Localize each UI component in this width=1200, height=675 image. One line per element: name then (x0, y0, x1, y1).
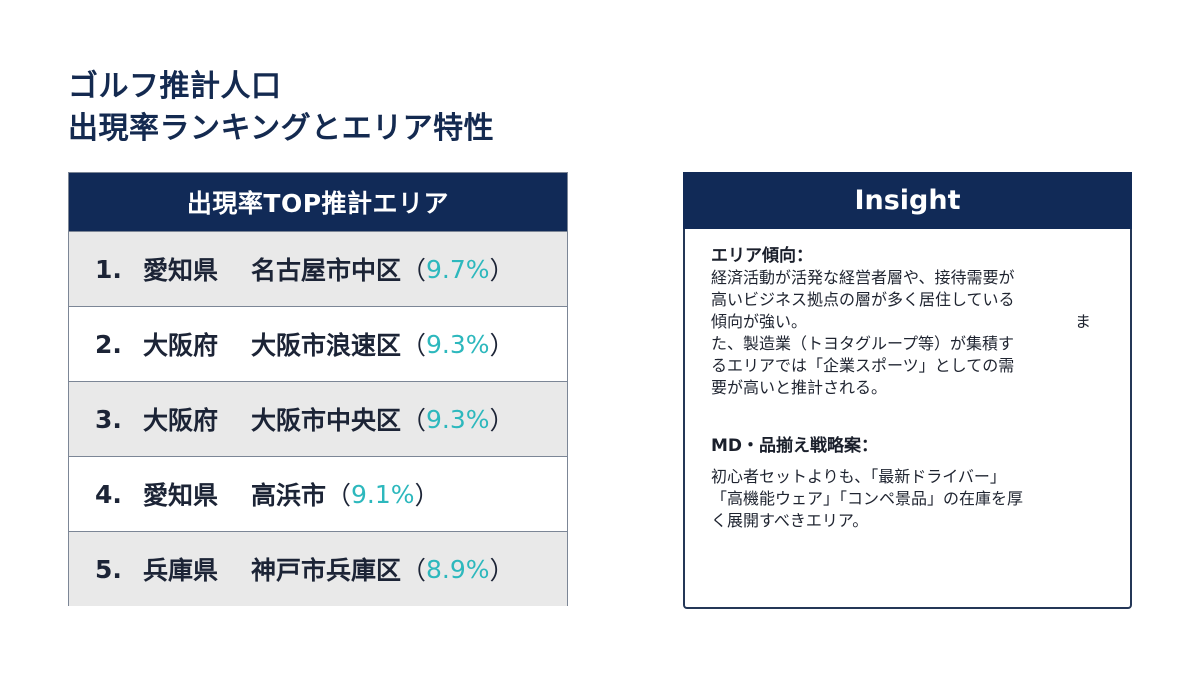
text-line: 経済活動が活発な経営者層や、接待需要が (711, 268, 1015, 287)
city: 大阪市浪速区 (251, 331, 402, 360)
paren-close: ） (489, 256, 515, 285)
rank-number: 3. (95, 404, 122, 434)
text-line: 傾向が強い。 (711, 312, 808, 331)
text-line: た、製造業（トヨタグループ等）が集積す (711, 334, 1015, 353)
md-strategy-text: 初心者セットよりも、「最新ドライバー」 「高機能ウェア」「コンペ景品」の在庫を厚… (711, 466, 1091, 532)
rate-percent: 9.3% (426, 404, 490, 434)
area-trend-text: 経済活動が活発な経営者層や、接待需要が 高いビジネス拠点の層が多く居住している … (711, 267, 1091, 399)
city: 神戸市兵庫区 (251, 556, 402, 585)
paren-close: ） (489, 556, 515, 585)
text-line: るエリアでは「企業スポーツ」としての需 (711, 356, 1015, 375)
text-line: 高いビジネス拠点の層が多く居住している (711, 290, 1015, 309)
rank-number: 2. (95, 329, 122, 359)
city: 名古屋市中区 (251, 256, 402, 285)
area-trend-title: エリア傾向： (711, 246, 813, 266)
text-line: 要が高いと推計される。 (711, 378, 888, 397)
rank-number: 1. (95, 254, 122, 284)
ranking-header: 出現率TOP推計エリア (69, 173, 567, 231)
ranking-row: 1. 愛知県 名古屋市中区 （ 9.7% ） (69, 231, 567, 306)
ranking-row: 4. 愛知県 高浜市 （ 9.1% ） (69, 456, 567, 531)
paren-close: ） (414, 481, 440, 510)
insight-header: Insight (683, 172, 1132, 229)
paren-open: （ (401, 556, 427, 585)
rate-percent: 9.3% (426, 329, 490, 359)
prefecture: 愛知県 (143, 256, 219, 285)
insight-body: エリア傾向： 経済活動が活発な経営者層や、接待需要が 高いビジネス拠点の層が多く… (685, 229, 1130, 532)
ranking-table: 出現率TOP推計エリア 1. 愛知県 名古屋市中区 （ 9.7% ） 2. 大阪… (68, 172, 568, 606)
prefecture: 愛知県 (143, 481, 219, 510)
md-strategy-title: MD・品揃え戦略案： (711, 436, 879, 456)
rank-number: 5. (95, 554, 122, 584)
text-line: 初心者セットよりも、「最新ドライバー」 (711, 467, 1006, 486)
paren-close: ） (489, 406, 515, 435)
rate-percent: 8.9% (426, 554, 490, 584)
ranking-row: 3. 大阪府 大阪市中央区 （ 9.3% ） (69, 381, 567, 456)
md-strategy-section: MD・品揃え戦略案： 初心者セットよりも、「最新ドライバー」 「高機能ウェア」「… (711, 435, 1110, 532)
page-title-line-1: ゴルフ推計人口 (68, 69, 282, 104)
text-line: ま (1074, 312, 1091, 331)
paren-close: ） (489, 331, 515, 360)
insight-box: Insight エリア傾向： 経済活動が活発な経営者層や、接待需要が 高いビジネ… (683, 172, 1132, 609)
prefecture: 大阪府 (143, 331, 219, 360)
prefecture: 兵庫県 (143, 556, 219, 585)
paren-open: （ (401, 331, 427, 360)
city: 高浜市 (251, 481, 327, 510)
rank-number: 4. (95, 479, 122, 509)
page-title: ゴルフ推計人口 出現率ランキングとエリア特性 (68, 66, 494, 150)
text-line-split: 傾向が強い。 ま (711, 311, 1091, 333)
paren-open: （ (401, 256, 427, 285)
text-line: く展開すべきエリア。 (711, 511, 869, 530)
rate-percent: 9.1% (351, 479, 415, 509)
ranking-row: 5. 兵庫県 神戸市兵庫区 （ 8.9% ） (69, 531, 567, 606)
paren-open: （ (326, 481, 352, 510)
rate-percent: 9.7% (426, 254, 490, 284)
prefecture: 大阪府 (143, 406, 219, 435)
ranking-row: 2. 大阪府 大阪市浪速区 （ 9.3% ） (69, 306, 567, 381)
page-title-line-2: 出現率ランキングとエリア特性 (68, 111, 495, 146)
paren-open: （ (401, 406, 427, 435)
text-line: 「高機能ウェア」「コンペ景品」の在庫を厚 (711, 489, 1024, 508)
city: 大阪市中央区 (251, 406, 402, 435)
